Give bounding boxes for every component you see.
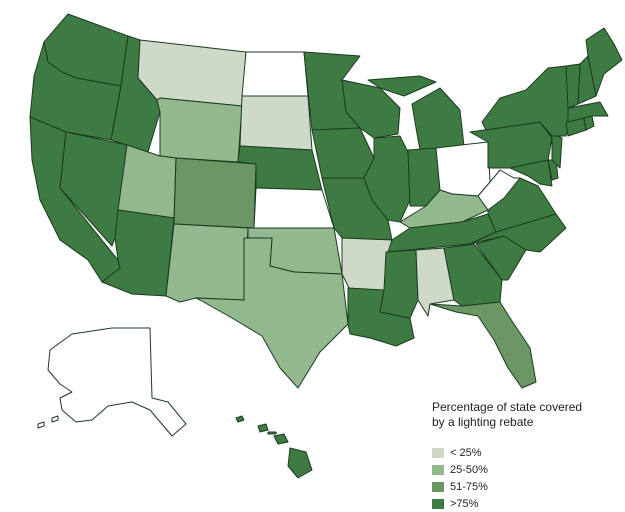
- state-hawaii-oahu: [257, 423, 269, 433]
- legend-swatch: [432, 498, 444, 509]
- legend-label: < 25%: [450, 446, 482, 459]
- state-florida: [429, 301, 537, 389]
- alaska-aleutian-island: [37, 421, 45, 429]
- state-new-mexico: [165, 223, 249, 303]
- state-hawaii-maui: [273, 433, 289, 445]
- state-wyoming: [156, 97, 243, 163]
- state-illinois: [363, 135, 411, 223]
- legend-label: >75%: [450, 497, 479, 510]
- state-hawaii-molokai: [267, 431, 277, 435]
- state-north-dakota: [241, 51, 309, 97]
- legend-label: 51-75%: [450, 480, 488, 493]
- state-montana: [137, 39, 247, 107]
- legend-title-line-2: by a lighting rebate: [432, 415, 534, 429]
- alaska-aleutian-island: [51, 415, 59, 423]
- state-kansas: [253, 187, 335, 229]
- legend-label: 25-50%: [450, 463, 488, 476]
- legend-item-25-50: 25-50%: [432, 461, 618, 478]
- state-texas: [195, 237, 349, 389]
- state-massachusetts: [567, 101, 609, 123]
- state-ohio: [435, 141, 491, 197]
- state-mississippi: [379, 249, 419, 319]
- state-iowa: [311, 127, 375, 179]
- state-hawaii-big-island: [287, 447, 313, 479]
- state-new-jersey: [547, 131, 563, 169]
- state-wisconsin: [341, 79, 401, 139]
- state-michigan-up: [367, 75, 437, 97]
- legend-title-line-1: Percentage of state covered: [432, 400, 583, 414]
- legend-item-under-25: < 25%: [432, 444, 618, 461]
- state-alaska: [47, 327, 187, 437]
- map-legend: Percentage of state covered by a lightin…: [432, 400, 618, 512]
- state-hawaii-kauai: [235, 415, 245, 423]
- state-colorado: [173, 157, 257, 229]
- state-michigan: [411, 87, 465, 151]
- legend-swatch: [432, 447, 444, 458]
- legend-swatch: [432, 464, 444, 475]
- state-maine: [585, 27, 623, 97]
- state-nevada: [59, 131, 128, 247]
- state-west-virginia: [477, 169, 521, 211]
- state-south-dakota: [239, 95, 313, 151]
- legend-swatch: [432, 481, 444, 492]
- legend-title: Percentage of state covered by a lightin…: [432, 400, 618, 430]
- legend-item-over-75: >75%: [432, 495, 618, 512]
- legend-item-51-75: 51-75%: [432, 478, 618, 495]
